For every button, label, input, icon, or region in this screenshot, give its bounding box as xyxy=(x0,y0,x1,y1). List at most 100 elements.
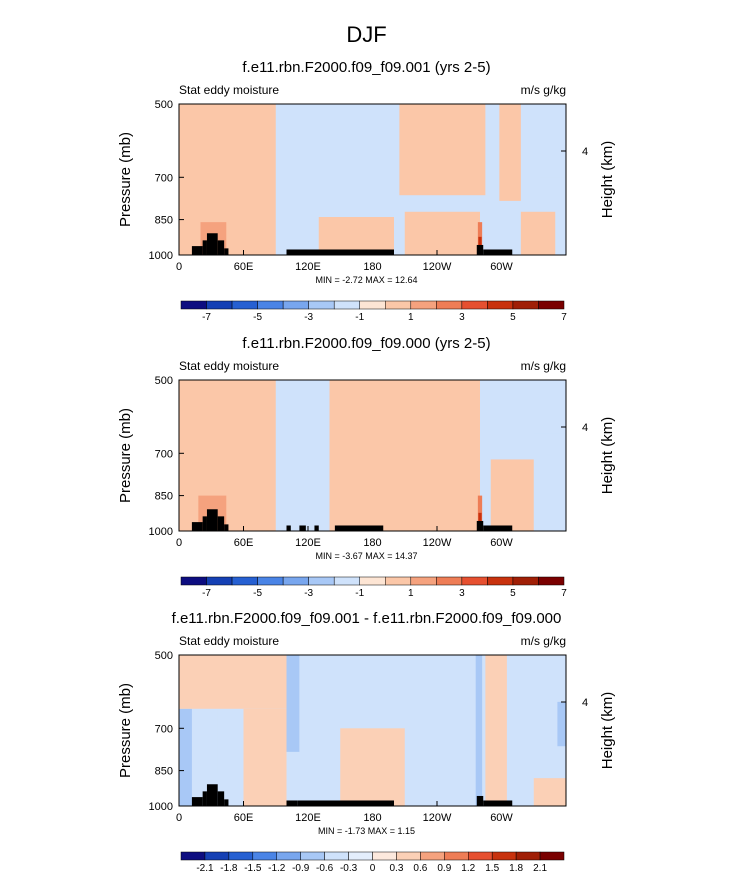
colorbar-label: -1 xyxy=(355,588,364,599)
colorbar-cell xyxy=(487,576,514,586)
colorbar-cell xyxy=(385,300,412,310)
colorbar-cell xyxy=(420,851,445,861)
x-tick-label: 120E xyxy=(295,812,321,824)
field-positive-region xyxy=(399,104,486,196)
field-positive-region xyxy=(404,211,480,255)
topography-block xyxy=(314,525,319,531)
field-positive-region xyxy=(179,380,276,531)
field-positive-region xyxy=(520,211,556,255)
colorbar-label: 3 xyxy=(459,312,465,323)
topography-block xyxy=(286,800,298,806)
field-positive-region xyxy=(179,655,287,709)
y-right-axis-label: Height (km) xyxy=(599,692,616,770)
colorbar-cell xyxy=(252,851,277,861)
colorbar-cell xyxy=(396,851,421,861)
field-negative-region xyxy=(286,380,330,531)
topography-block xyxy=(206,784,218,806)
colorbar-cell xyxy=(487,300,514,310)
figure-title: DJF xyxy=(346,22,387,47)
colorbar-label: -3 xyxy=(304,312,313,323)
topography-block xyxy=(476,795,484,806)
x-tick-label: 120W xyxy=(423,812,452,824)
colorbar-label: 0.3 xyxy=(389,863,403,874)
colorbar-label: 1 xyxy=(408,312,414,323)
colorbar-label: 5 xyxy=(510,312,516,323)
colorbar-cell xyxy=(333,576,360,586)
colorbar-cell xyxy=(385,576,412,586)
y-tick-label: 500 xyxy=(155,99,173,111)
topography-block xyxy=(297,800,394,806)
topography-block xyxy=(202,791,207,806)
y-tick-label: 850 xyxy=(155,491,173,503)
colorbar-cell xyxy=(257,576,284,586)
colorbar-label: -1 xyxy=(355,312,364,323)
x-tick-label: 120W xyxy=(423,261,452,273)
topography-block xyxy=(191,246,203,255)
field-positive-region xyxy=(490,459,534,531)
field-negative-region xyxy=(557,701,566,747)
colorbar-cell xyxy=(206,576,233,586)
field-negative-region xyxy=(539,104,566,178)
colorbar-label: 1.8 xyxy=(509,863,523,874)
panel-units-label: m/s g/kg xyxy=(521,634,566,648)
y-tick-label: 1000 xyxy=(149,250,173,262)
colorbar-label: -1.2 xyxy=(268,863,286,874)
x-tick-label: 180 xyxy=(363,537,381,549)
colorbar-cell xyxy=(206,300,233,310)
colorbar-cell xyxy=(180,300,207,310)
topography-block xyxy=(224,524,229,531)
field-negative-region xyxy=(179,708,192,806)
colorbar-label: 0.6 xyxy=(413,863,427,874)
field-positive-region xyxy=(318,217,394,255)
colorbar-label: -1.5 xyxy=(244,863,262,874)
colorbar-cell xyxy=(180,851,206,861)
panel-units-label: m/s g/kg xyxy=(521,83,566,97)
colorbar-cell xyxy=(372,851,397,861)
topography-block xyxy=(334,525,384,531)
colorbar-cell xyxy=(308,576,335,586)
colorbar-cell xyxy=(461,300,488,310)
topography-block xyxy=(286,525,291,531)
colorbar-label: -0.9 xyxy=(292,863,310,874)
x-tick-label: 60E xyxy=(234,261,254,273)
colorbar-cell xyxy=(308,300,335,310)
colorbar-label: 7 xyxy=(561,588,567,599)
colorbar-label: -0.3 xyxy=(340,863,358,874)
y-right-axis-label: Height (km) xyxy=(599,417,616,495)
y-tick-label: 850 xyxy=(155,766,173,778)
topography-block xyxy=(476,244,484,255)
y-tick-label: 700 xyxy=(155,723,173,735)
colorbar-cell xyxy=(300,851,325,861)
min-max-stats: MIN = -1.73 MAX = 1.15 xyxy=(318,826,415,836)
x-tick-label: 60W xyxy=(490,537,513,549)
colorbar-label: -7 xyxy=(202,312,211,323)
colorbar-label: 0 xyxy=(370,863,376,874)
colorbar-cell xyxy=(410,300,437,310)
min-max-stats: MIN = -3.67 MAX = 14.37 xyxy=(315,551,417,561)
field-positive-region xyxy=(485,655,507,806)
colorbar-label: 2.1 xyxy=(533,863,547,874)
field-negative-region xyxy=(475,655,483,806)
panel-title: f.e11.rbn.F2000.f09_f09.000 (yrs 2-5) xyxy=(242,335,490,352)
colorbar-cell xyxy=(539,851,565,861)
topography-block xyxy=(483,525,513,531)
colorbar-cell xyxy=(257,300,284,310)
colorbar-label: 3 xyxy=(459,588,465,599)
field-negative-region xyxy=(286,655,300,752)
panel-title: f.e11.rbn.F2000.f09_f09.001 - f.e11.rbn.… xyxy=(172,610,562,627)
colorbar-cell xyxy=(180,576,207,586)
y-right-tick-label: 4 xyxy=(582,422,588,434)
colorbar-cell xyxy=(410,576,437,586)
field-positive-region xyxy=(243,708,287,806)
colorbar-label: 1.5 xyxy=(485,863,499,874)
field-positive-region xyxy=(340,728,405,806)
y-tick-label: 850 xyxy=(155,215,173,227)
panel-variable-label: Stat eddy moisture xyxy=(179,359,279,373)
panel-variable-label: Stat eddy moisture xyxy=(179,83,279,97)
colorbar-label: -5 xyxy=(253,312,262,323)
colorbar-label: 1.2 xyxy=(461,863,475,874)
field-positive-region xyxy=(179,104,276,255)
colorbar-cell xyxy=(468,851,493,861)
colorbar-cell xyxy=(491,851,517,861)
colorbar-cell xyxy=(282,576,309,586)
